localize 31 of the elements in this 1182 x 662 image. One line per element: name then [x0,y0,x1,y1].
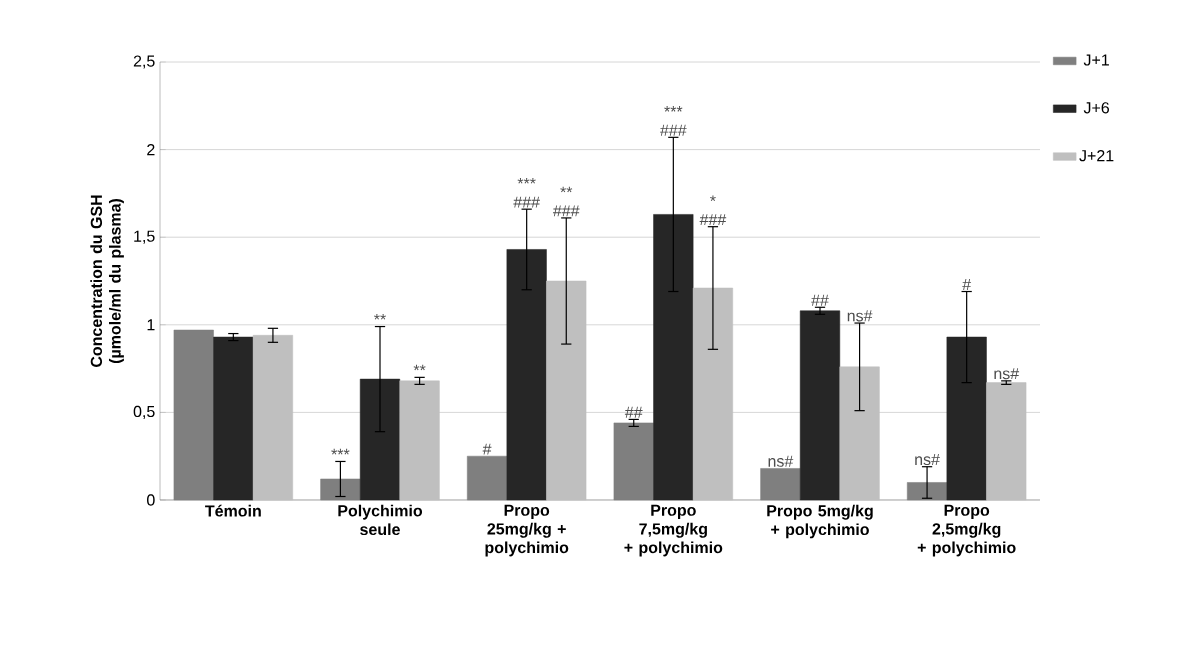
x-tick-label: Polychimio seule [338,504,423,536]
legend-label: J+1 [1083,54,1109,66]
data-label: # [482,443,492,455]
y-axis-title: Concentration du GSH (µmole/ml du plasma) [90,195,124,368]
x-tick-label: Témoin [205,504,261,517]
annotation: *** ### [660,106,687,136]
data-label: ## [624,406,643,418]
x-tick-label: Propo 5mg/kg + polychimio [767,504,873,539]
legend-label: J+6 [1083,102,1110,114]
data-label: ns# [768,455,794,467]
data-label: ns# [994,368,1020,380]
y-tick-label: 1,5 [134,230,155,244]
data-label: ** [413,364,426,371]
y-tick-label: 1 [147,319,155,331]
annotation: * ### [699,195,727,226]
annotation: ** [374,313,386,320]
y-tick-label: 0 [147,494,155,506]
x-tick-label: Propo 7,5mg/kg + polychimio [624,504,723,557]
data-label: # [962,278,972,290]
x-tick-label: Propo 2,5mg/kg + polychimio [917,504,1016,557]
legend-label: J+21 [1079,149,1114,162]
x-tick-label: Propo 25mg/kg + polychimio [485,504,569,557]
data-label: *** [331,448,350,455]
y-tick-label: 2 [147,144,155,156]
data-label: ns# [915,454,940,466]
data-label: ns# [847,310,873,322]
data-label: ## [811,294,829,306]
y-tick-label: 0,5 [133,405,155,420]
y-tick-label: 2,5 [133,55,155,69]
data-label: *** ### [513,177,540,208]
annotation: ** ### [552,186,580,217]
